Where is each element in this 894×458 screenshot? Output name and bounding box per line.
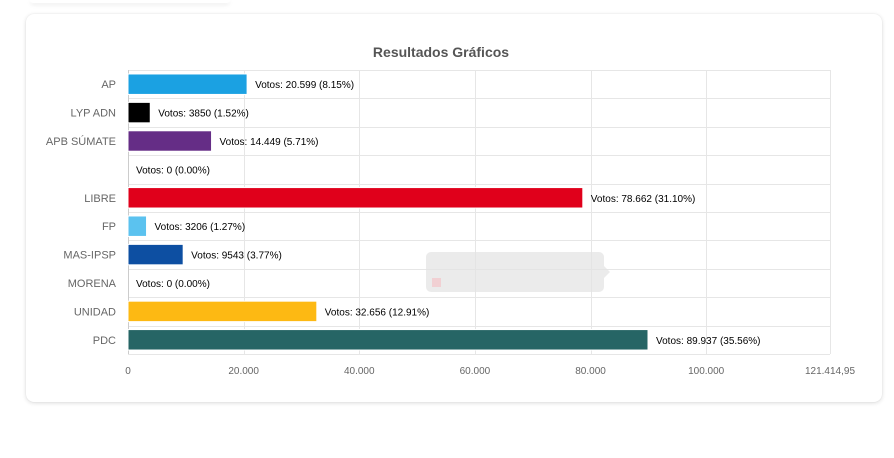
bar[interactable] xyxy=(127,73,248,95)
chart-bars xyxy=(127,73,649,351)
category-label: APB SÚMATE xyxy=(46,135,116,148)
category-label: MORENA xyxy=(68,278,117,290)
x-tick-label: 40.000 xyxy=(344,366,375,377)
bar[interactable] xyxy=(127,243,184,266)
tooltip-swatch xyxy=(432,278,441,287)
bar[interactable] xyxy=(127,215,148,237)
data-label: Votos: 14.449 (5.71%) xyxy=(220,137,319,148)
x-tick-label: 60.000 xyxy=(460,366,491,377)
category-label: MAS-IPSP xyxy=(63,250,116,262)
x-tick-labels: 0 20.000 40.000 60.000 80.000 100.000 121.414,… xyxy=(125,366,855,377)
data-labels: Votos: 20.599 (8.15%) Votos: 3850 (1.52%)… xyxy=(136,80,761,347)
data-label: Votos: 78.662 (31.10%) xyxy=(591,194,696,205)
category-label: UNIDAD xyxy=(74,306,116,318)
data-label: Votos: 20.599 (8.15%) xyxy=(255,80,354,91)
x-tick-label: 80.000 xyxy=(575,366,606,377)
data-label: Votos: 0 (0.00%) xyxy=(136,279,210,290)
data-label: Votos: 3206 (1.27%) xyxy=(155,222,246,233)
x-tick-label: 0 xyxy=(125,366,131,377)
data-label: Votos: 32.656 (12.91%) xyxy=(325,307,430,318)
bar[interactable] xyxy=(127,101,151,124)
category-label: LYP ADN xyxy=(71,108,117,120)
top-tab-shadow xyxy=(30,0,230,3)
data-label: Votos: 9543 (3.77%) xyxy=(191,251,282,262)
category-label: PDC xyxy=(93,335,116,347)
chart-title: Resultados Gráficos xyxy=(372,44,510,60)
category-label: AP xyxy=(101,79,116,91)
bar[interactable] xyxy=(127,130,213,152)
category-label: LIBRE xyxy=(84,193,116,205)
data-label: Votos: 89.937 (35.56%) xyxy=(656,336,761,347)
x-tick-label: 100.000 xyxy=(688,366,725,377)
category-labels: AP LYP ADN APB SÚMATE LIBRE FP MAS-IPSP MORENA… xyxy=(46,79,117,347)
x-tick-label: 121.414,95 xyxy=(805,366,855,377)
bar[interactable] xyxy=(127,329,649,351)
data-label: Votos: 3850 (1.52%) xyxy=(158,109,249,120)
tooltip-box xyxy=(426,252,604,292)
category-label: FP xyxy=(102,221,116,233)
data-label: Votos: 0 (0.00%) xyxy=(136,165,210,176)
bar[interactable] xyxy=(127,300,318,323)
tooltip-pointer xyxy=(604,266,610,278)
bar[interactable] xyxy=(127,187,584,209)
x-tick-label: 20.000 xyxy=(228,366,259,377)
tooltip xyxy=(426,252,610,292)
